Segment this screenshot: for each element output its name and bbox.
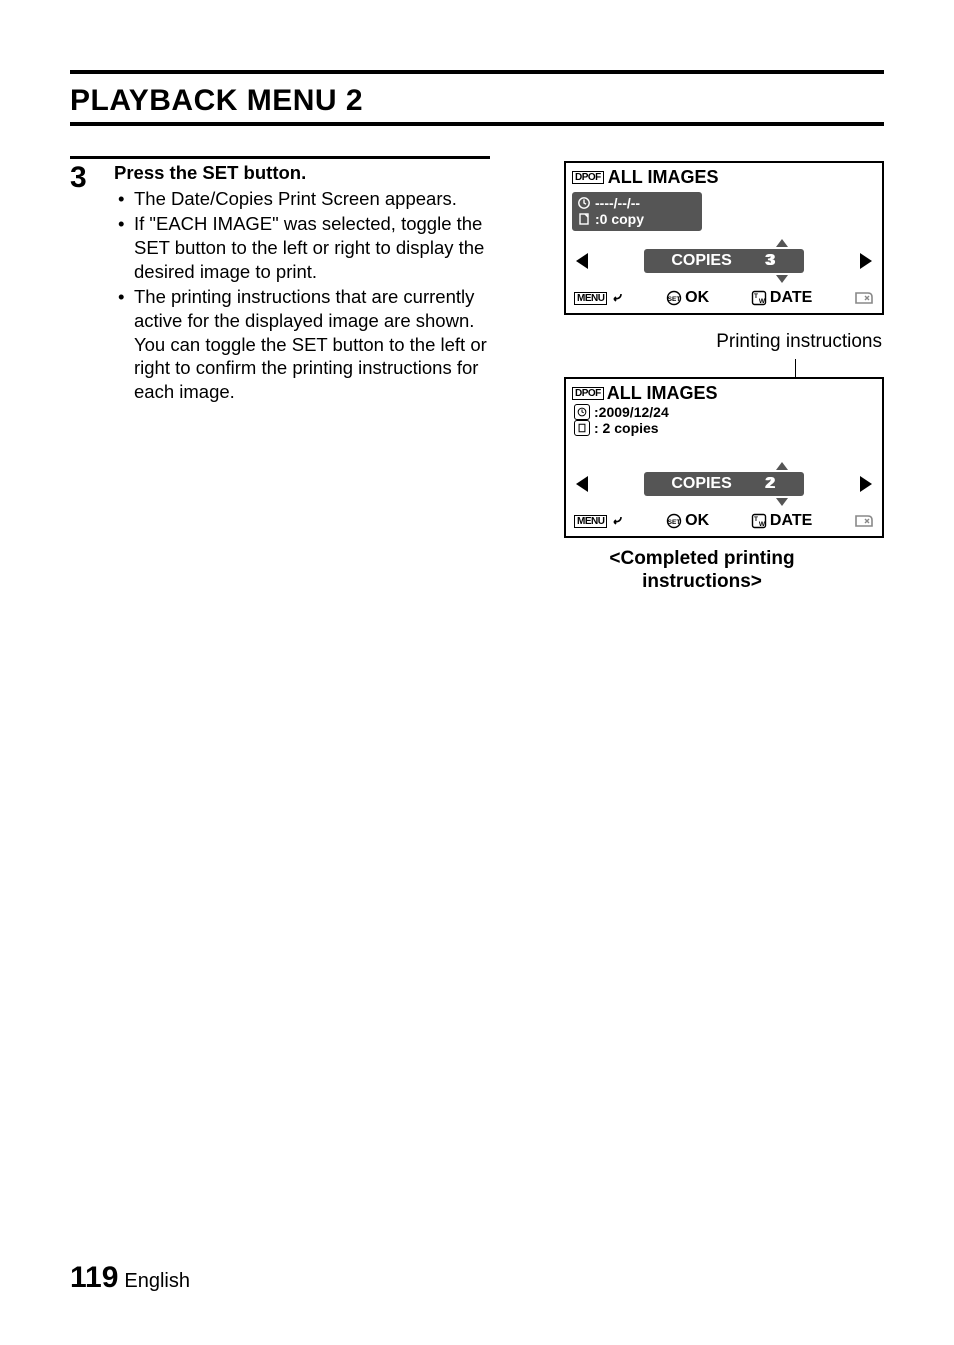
tw-zoom-icon-2: TW: [751, 513, 767, 529]
ok-hint-2: SET OK: [666, 512, 709, 530]
left-column: 3 Press the SET button. The Date/Copies …: [70, 161, 490, 594]
chevron-up-icon: [776, 239, 788, 247]
copies-label: COPIES: [663, 252, 731, 270]
step-heading: Press the SET button.: [114, 161, 490, 185]
page: PLAYBACK MENU 2 3 Press the SET button. …: [0, 0, 954, 1345]
completed-line1: <Completed printing: [520, 548, 884, 571]
menu-hint-2: MENU: [574, 514, 624, 528]
dpof-badge-2: DPOF: [572, 387, 604, 400]
screen2-bottom-bar: MENU SET OK TW: [566, 502, 882, 536]
footer-language: English: [124, 1270, 190, 1292]
screen1-date-text: ----/--/--: [595, 195, 640, 211]
screen1-copies-row: COPIES 3: [566, 231, 882, 279]
screen2-copy-row: : 2 copies: [574, 420, 717, 436]
screen2-copy-text: : 2 copies: [594, 420, 659, 436]
back-icon: [610, 291, 624, 305]
completed-line2: instructions>: [520, 571, 884, 594]
camera-screen-1: DPOF ALL IMAGES ----/--/-- :0 co: [564, 161, 884, 315]
screen2-date-text: :2009/12/24: [594, 404, 669, 420]
screen1-title-row: DPOF ALL IMAGES: [566, 163, 882, 190]
menu-hint: MENU: [574, 291, 624, 305]
bullet-2: If "EACH IMAGE" was selected, toggle the…: [134, 212, 490, 283]
svg-text:T: T: [754, 293, 758, 300]
svg-text:W: W: [759, 298, 766, 305]
set-icon: SET: [666, 290, 682, 306]
step-bullets: The Date/Copies Print Screen appears. If…: [114, 187, 490, 404]
screen2-copies-row: COPIES 2: [566, 436, 882, 502]
screen1-date-row: ----/--/--: [577, 195, 697, 211]
sd-card-icon: [854, 290, 874, 306]
ok-hint: SET OK: [666, 289, 709, 307]
screen2-header-lines: DPOF ALL IMAGES :2009/12/24: [572, 383, 717, 436]
rule-step: [70, 156, 490, 159]
date-hint-2: TW DATE: [751, 512, 812, 530]
camera-screen-2: DPOF ALL IMAGES :2009/12/24: [564, 377, 884, 538]
step-body: Press the SET button. The Date/Copies Pr…: [114, 161, 490, 594]
nav-right-icon-2[interactable]: [860, 476, 872, 492]
screen2-title: ALL IMAGES: [607, 383, 718, 404]
screen1-copy-row: :0 copy: [577, 211, 697, 227]
copies-value: 3: [766, 252, 785, 270]
copies-selector-2[interactable]: COPIES 2: [644, 472, 804, 496]
dpof-badge: DPOF: [572, 171, 604, 184]
chevron-down-icon-2: [776, 498, 788, 506]
sd-card-icon-2: [854, 513, 874, 529]
clock-icon: [577, 196, 591, 210]
copies-selector[interactable]: COPIES 3: [644, 249, 804, 273]
screen2-header: DPOF ALL IMAGES :2009/12/24: [566, 379, 882, 436]
page-footer: 119 English: [70, 1261, 190, 1295]
page-title: PLAYBACK MENU 2: [70, 78, 884, 122]
date-label: DATE: [770, 289, 812, 307]
set-icon-2: SET: [666, 513, 682, 529]
rule-title-underline: [70, 122, 884, 126]
tw-zoom-icon: TW: [751, 290, 767, 306]
completed-caption: <Completed printing instructions>: [520, 548, 884, 594]
clock-icon-2: [574, 404, 590, 420]
bullet-1: The Date/Copies Print Screen appears.: [134, 187, 490, 211]
svg-text:T: T: [754, 516, 758, 523]
screen2-title-row: DPOF ALL IMAGES: [572, 383, 717, 404]
screen1-bottom-bar: MENU SET OK TW: [566, 279, 882, 313]
date-label-2: DATE: [770, 512, 812, 530]
rule-top-thick: [70, 70, 884, 74]
content-columns: 3 Press the SET button. The Date/Copies …: [70, 161, 884, 594]
chevron-up-icon-2: [776, 462, 788, 470]
screen1-info-box: ----/--/-- :0 copy: [572, 192, 702, 231]
screen2-date-row: :2009/12/24: [574, 404, 717, 420]
back-icon-2: [610, 514, 624, 528]
screen1-copy-text: :0 copy: [595, 211, 644, 227]
ok-label: OK: [685, 289, 709, 307]
pointer-line: [795, 359, 796, 377]
document-icon-2: [574, 420, 590, 436]
nav-left-icon-2[interactable]: [576, 476, 588, 492]
chevron-down-icon: [776, 275, 788, 283]
card-hint-2: [854, 513, 874, 529]
nav-left-icon[interactable]: [576, 253, 588, 269]
menu-badge: MENU: [574, 292, 607, 305]
svg-text:SET: SET: [668, 519, 681, 526]
step-number: 3: [70, 161, 114, 594]
document-icon: [577, 212, 591, 226]
nav-right-icon[interactable]: [860, 253, 872, 269]
bullet-3: The printing instructions that are curre…: [134, 285, 490, 403]
copies-value-2: 2: [766, 475, 785, 493]
svg-text:SET: SET: [668, 296, 681, 303]
right-column: DPOF ALL IMAGES ----/--/-- :0 co: [490, 161, 884, 594]
svg-text:W: W: [759, 521, 766, 528]
menu-badge-2: MENU: [574, 515, 607, 528]
ok-label-2: OK: [685, 512, 709, 530]
date-hint: TW DATE: [751, 289, 812, 307]
card-hint: [854, 290, 874, 306]
copies-label-2: COPIES: [663, 475, 731, 493]
screen1-title: ALL IMAGES: [608, 167, 719, 188]
printing-instructions-caption: Printing instructions: [520, 331, 882, 353]
page-number: 119: [70, 1261, 118, 1294]
